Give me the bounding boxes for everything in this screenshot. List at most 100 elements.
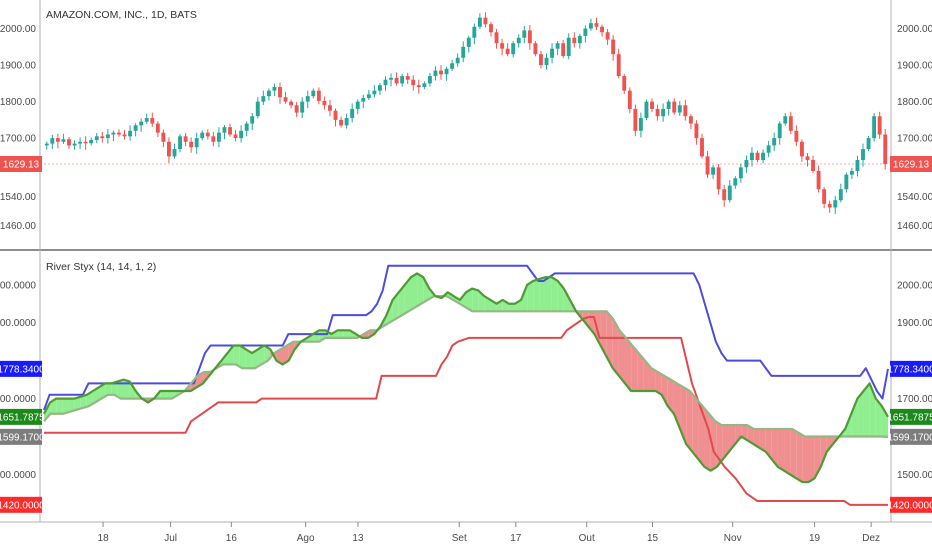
- cloud-segment-bullish: [514, 299, 522, 312]
- cloud-segment-bearish: [655, 370, 662, 395]
- time-axis-tick-label: 16: [226, 533, 238, 544]
- candle-down: [166, 141, 171, 157]
- candle-down: [816, 170, 821, 190]
- cloud-segment-bullish: [111, 381, 118, 397]
- candle-down: [539, 54, 543, 66]
- candle-up: [861, 149, 865, 161]
- candle-up: [477, 17, 482, 27]
- candle-up: [261, 96, 266, 102]
- candle-up: [139, 121, 144, 126]
- candle-up: [350, 108, 355, 119]
- indicator-title: River Styx (14, 14, 1, 2): [46, 261, 156, 273]
- indicator-axis-tick-label: 1500.0000: [897, 470, 932, 481]
- candle-up: [783, 116, 788, 124]
- candle-up: [866, 138, 871, 150]
- candle-down: [505, 48, 510, 55]
- candle-up: [555, 43, 560, 49]
- candle-up: [194, 138, 199, 148]
- time-axis-tick-label: Ago: [297, 533, 315, 544]
- cloud-segment-bullish: [881, 406, 888, 437]
- candle-up: [461, 46, 466, 58]
- candle-up: [133, 125, 138, 131]
- time-axis-tick-label: Jul: [164, 533, 177, 544]
- cloud-segment-bullish: [851, 398, 858, 437]
- candle-up: [733, 178, 738, 186]
- candle-up: [311, 90, 316, 97]
- slow-line: [43, 295, 889, 438]
- candle-down: [572, 37, 577, 44]
- cloud-segment-bearish: [716, 422, 723, 467]
- cloud-segment-bullish: [502, 299, 509, 312]
- candle-up: [661, 108, 666, 117]
- cloud-segment-bullish: [533, 279, 540, 312]
- candle-up: [455, 57, 460, 64]
- cloud-segment-bearish: [606, 311, 613, 369]
- cloud-segment-bullish: [258, 345, 265, 367]
- candle-up: [78, 141, 83, 144]
- candle-down: [500, 43, 505, 49]
- candle-down: [672, 101, 677, 113]
- candle-up: [833, 200, 838, 208]
- candle-up: [89, 139, 94, 144]
- time-axis-tick-label: 18: [98, 533, 110, 544]
- cloud-segment-bullish: [417, 273, 424, 307]
- candle-down: [722, 189, 727, 201]
- indicator-badge-label: 1778.3400: [887, 364, 932, 375]
- cloud-segment-bullish: [166, 391, 173, 399]
- candle-down: [611, 39, 616, 55]
- candle-up: [111, 132, 116, 135]
- candle-up: [777, 123, 782, 139]
- candle-down: [494, 32, 499, 44]
- candle-down: [161, 132, 166, 142]
- price-axis-tick-label: 1800.00: [0, 97, 36, 108]
- last-price-badges: 1629.13 1629.13: [0, 156, 932, 173]
- cloud-segment-bearish: [282, 344, 289, 365]
- candle-down: [650, 101, 654, 109]
- candle-up: [750, 152, 754, 161]
- cloud-segment-bearish: [784, 428, 791, 475]
- candle-up: [50, 138, 55, 144]
- indicator-axis-tick-label: 1500.0000: [0, 470, 36, 481]
- candle-down: [122, 134, 127, 137]
- indicator-badge-label: 1599.1700: [887, 432, 932, 443]
- cloud-segment-bearish: [808, 436, 815, 483]
- price-axis-tick-label: 1900.00: [897, 61, 932, 72]
- candle-down: [799, 141, 804, 157]
- candle-up: [849, 170, 854, 175]
- cloud-segment-bullish: [472, 288, 479, 312]
- candle-down: [294, 105, 299, 113]
- candle-up: [61, 139, 66, 142]
- cloud-segment-bearish: [631, 344, 638, 391]
- candle-down: [117, 132, 121, 135]
- cloud-segment-bearish: [600, 311, 607, 357]
- cloud-segment-bullish: [233, 345, 240, 367]
- upper-line: [43, 264, 889, 411]
- cloud-segment-bullish: [74, 396, 81, 411]
- candle-up: [305, 96, 310, 102]
- price-axis-tick-label: 1800.00: [897, 97, 932, 108]
- cloud-segment-bearish: [826, 436, 833, 452]
- candle-down: [155, 123, 160, 133]
- river-lines: [43, 264, 889, 506]
- price-right-axis: 2000.00 1900.00 1800.00 1700.00 1540.00 1460.…: [897, 24, 932, 232]
- candle-down: [55, 138, 60, 142]
- time-axis-tick-label: 19: [809, 533, 821, 544]
- cloud-segment-bullish: [251, 349, 259, 369]
- candle-down: [683, 105, 688, 117]
- cloud-segment-bullish: [99, 383, 106, 401]
- indicator-badge-left: [0, 408, 42, 425]
- candle-up: [300, 101, 305, 113]
- cloud-segment-bullish: [398, 284, 405, 318]
- candle-down: [83, 141, 88, 144]
- cloud-segment-bullish: [62, 398, 69, 414]
- cloud-segment-bullish: [857, 391, 864, 437]
- candle-up: [427, 76, 432, 84]
- indicator-badge-label: 1651.7875: [0, 412, 45, 423]
- cloud-segment-bullish: [496, 299, 503, 312]
- candle-up: [544, 57, 549, 66]
- candle-up: [744, 160, 749, 168]
- cloud-segment-bullish: [875, 398, 882, 437]
- candle-up: [677, 105, 682, 113]
- time-axis-tick-label: Dez: [862, 533, 880, 544]
- candle-down: [655, 108, 660, 117]
